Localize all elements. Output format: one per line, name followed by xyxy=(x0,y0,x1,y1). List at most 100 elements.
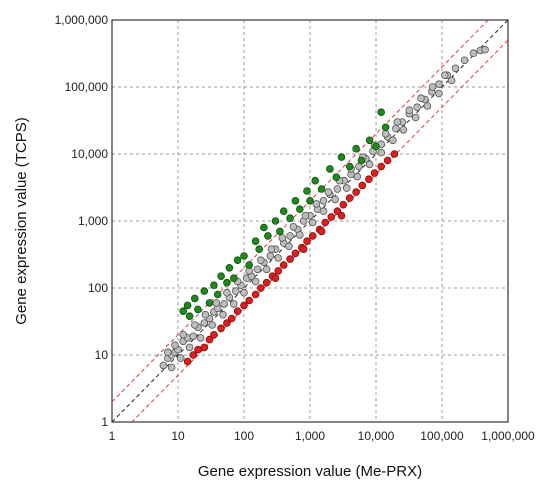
point-downregulated xyxy=(183,357,192,366)
point-upregulated xyxy=(179,307,188,316)
data-points xyxy=(159,45,489,372)
point-downregulated xyxy=(352,188,360,196)
point-unchanged xyxy=(189,332,198,341)
point-downregulated xyxy=(308,232,317,240)
point-upregulated xyxy=(255,245,264,254)
point-downregulated xyxy=(262,278,271,287)
point-unchanged xyxy=(289,223,298,231)
y-tick-label: 100,000 xyxy=(65,80,109,94)
point-unchanged xyxy=(392,124,400,133)
point-unchanged xyxy=(388,136,397,145)
point-downregulated xyxy=(240,301,248,310)
point-unchanged xyxy=(164,348,172,357)
point-unchanged xyxy=(212,299,221,307)
point-downregulated xyxy=(217,324,225,333)
y-tick-label: 1,000 xyxy=(78,214,108,228)
point-unchanged xyxy=(266,252,275,260)
point-downregulated xyxy=(365,175,373,184)
point-unchanged xyxy=(469,49,478,57)
point-upregulated xyxy=(213,290,222,299)
point-upregulated xyxy=(223,278,231,287)
point-unchanged xyxy=(399,126,408,134)
point-upregulated xyxy=(233,256,242,265)
point-upregulated xyxy=(317,185,326,193)
point-unchanged xyxy=(220,300,228,308)
point-unchanged xyxy=(428,83,437,91)
point-upregulated xyxy=(279,207,288,216)
point-upregulated xyxy=(306,197,314,205)
x-tick-label: 100 xyxy=(234,429,254,443)
point-upregulated xyxy=(185,312,194,321)
point-unchanged xyxy=(256,256,265,265)
point-upregulated xyxy=(377,108,386,116)
point-unchanged xyxy=(405,106,414,114)
point-unchanged xyxy=(353,172,362,181)
point-downregulated xyxy=(370,169,379,177)
point-downregulated xyxy=(358,181,367,190)
point-downregulated xyxy=(345,194,354,202)
point-unchanged xyxy=(481,45,489,54)
point-unchanged xyxy=(208,321,217,329)
point-unchanged xyxy=(285,242,293,251)
point-unchanged xyxy=(324,188,333,196)
point-upregulated xyxy=(291,197,300,205)
point-downregulated xyxy=(223,319,231,327)
point-upregulated xyxy=(260,223,268,232)
point-upregulated xyxy=(332,173,341,182)
point-upregulated xyxy=(286,214,294,223)
point-unchanged xyxy=(167,363,176,372)
point-unchanged xyxy=(440,71,449,79)
point-downregulated xyxy=(251,290,260,299)
point-unchanged xyxy=(365,160,374,169)
point-unchanged xyxy=(423,102,432,110)
point-upregulated xyxy=(200,287,209,295)
point-unchanged xyxy=(176,354,185,362)
x-tick-label: 100,000 xyxy=(420,429,464,443)
point-unchanged xyxy=(179,330,188,339)
point-downregulated xyxy=(291,249,300,258)
point-unchanged xyxy=(319,207,328,216)
point-upregulated xyxy=(357,156,366,165)
point-unchanged xyxy=(240,288,248,297)
x-tick-label: 10 xyxy=(171,429,185,443)
point-unchanged xyxy=(333,185,342,193)
point-downregulated xyxy=(194,345,202,354)
point-upregulated xyxy=(225,263,234,272)
y-tick-label: 10,000 xyxy=(71,147,108,161)
point-unchanged xyxy=(301,211,310,220)
point-unchanged xyxy=(267,245,276,254)
point-downregulated xyxy=(205,335,214,344)
point-downregulated xyxy=(327,213,336,221)
point-downregulated xyxy=(299,245,308,254)
point-upregulated xyxy=(381,123,390,132)
point-upregulated xyxy=(210,281,218,290)
point-downregulated xyxy=(279,261,288,269)
point-unchanged xyxy=(342,184,351,192)
point-unchanged xyxy=(201,310,210,319)
point-unchanged xyxy=(411,113,420,122)
point-downregulated xyxy=(321,218,330,227)
point-unchanged xyxy=(232,287,240,295)
point-downregulated xyxy=(390,150,399,158)
point-downregulated xyxy=(210,330,218,339)
point-unchanged xyxy=(219,310,227,319)
x-tick-label: 10,000 xyxy=(358,429,395,443)
point-upregulated xyxy=(276,227,284,236)
point-upregulated xyxy=(240,252,248,260)
point-upregulated xyxy=(194,305,202,314)
point-unchanged xyxy=(185,343,194,352)
point-upregulated xyxy=(295,205,304,214)
plot-area xyxy=(111,19,509,423)
y-axis-title: Gene expression value (TCPS) xyxy=(13,117,30,325)
x-tick-label: 1,000,000 xyxy=(481,429,535,443)
tick-labels: 1 10 100 1,000 10,000 100,000 1,000,000 1 10 100 1… xyxy=(55,13,535,443)
point-upregulated xyxy=(337,153,346,161)
y-tick-label: 100 xyxy=(88,281,108,295)
point-upregulated xyxy=(245,261,254,269)
x-tick-label: 1 xyxy=(109,429,116,443)
point-unchanged xyxy=(274,254,283,262)
point-unchanged xyxy=(191,321,199,329)
point-upregulated xyxy=(326,165,334,173)
point-downregulated xyxy=(233,307,242,316)
